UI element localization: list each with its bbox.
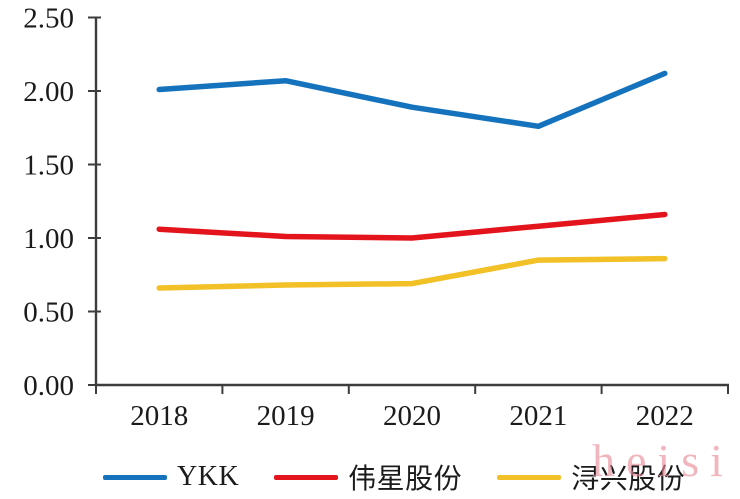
y-tick-label: 0.50 [23,297,74,329]
y-tick-label: 2.00 [23,76,74,108]
legend-label-weixing: 伟星股份 [348,464,463,495]
series-line-伟星股份 [156,211,668,241]
y-tick-label: 2.50 [23,3,74,35]
legend-label-xunxing: 浔兴股份 [571,464,686,495]
legend-item-weixing: 伟星股份 [274,457,462,497]
chart-legend: YKK 伟星股份 浔兴股份 [0,457,740,497]
series-line-浔兴股份 [156,255,668,291]
series-line-YKK [156,70,668,130]
legend-label-ykk: YKK [177,461,240,492]
x-tick-label: 2018 [130,400,188,432]
legend-swatch-xunxing [497,474,562,480]
x-tick-label: 2019 [257,400,315,432]
x-tick-label: 2022 [636,400,694,432]
y-tick-label: 1.00 [23,223,74,255]
legend-swatch-weixing [274,474,339,480]
y-tick-label: 0.00 [23,370,74,402]
x-tick-label: 2021 [509,400,567,432]
legend-item-xunxing: 浔兴股份 [497,457,685,497]
legend-item-ykk: YKK [103,461,239,493]
y-tick-label: 1.50 [23,150,74,182]
x-tick-label: 2020 [383,400,441,432]
legend-swatch-ykk [103,474,167,480]
